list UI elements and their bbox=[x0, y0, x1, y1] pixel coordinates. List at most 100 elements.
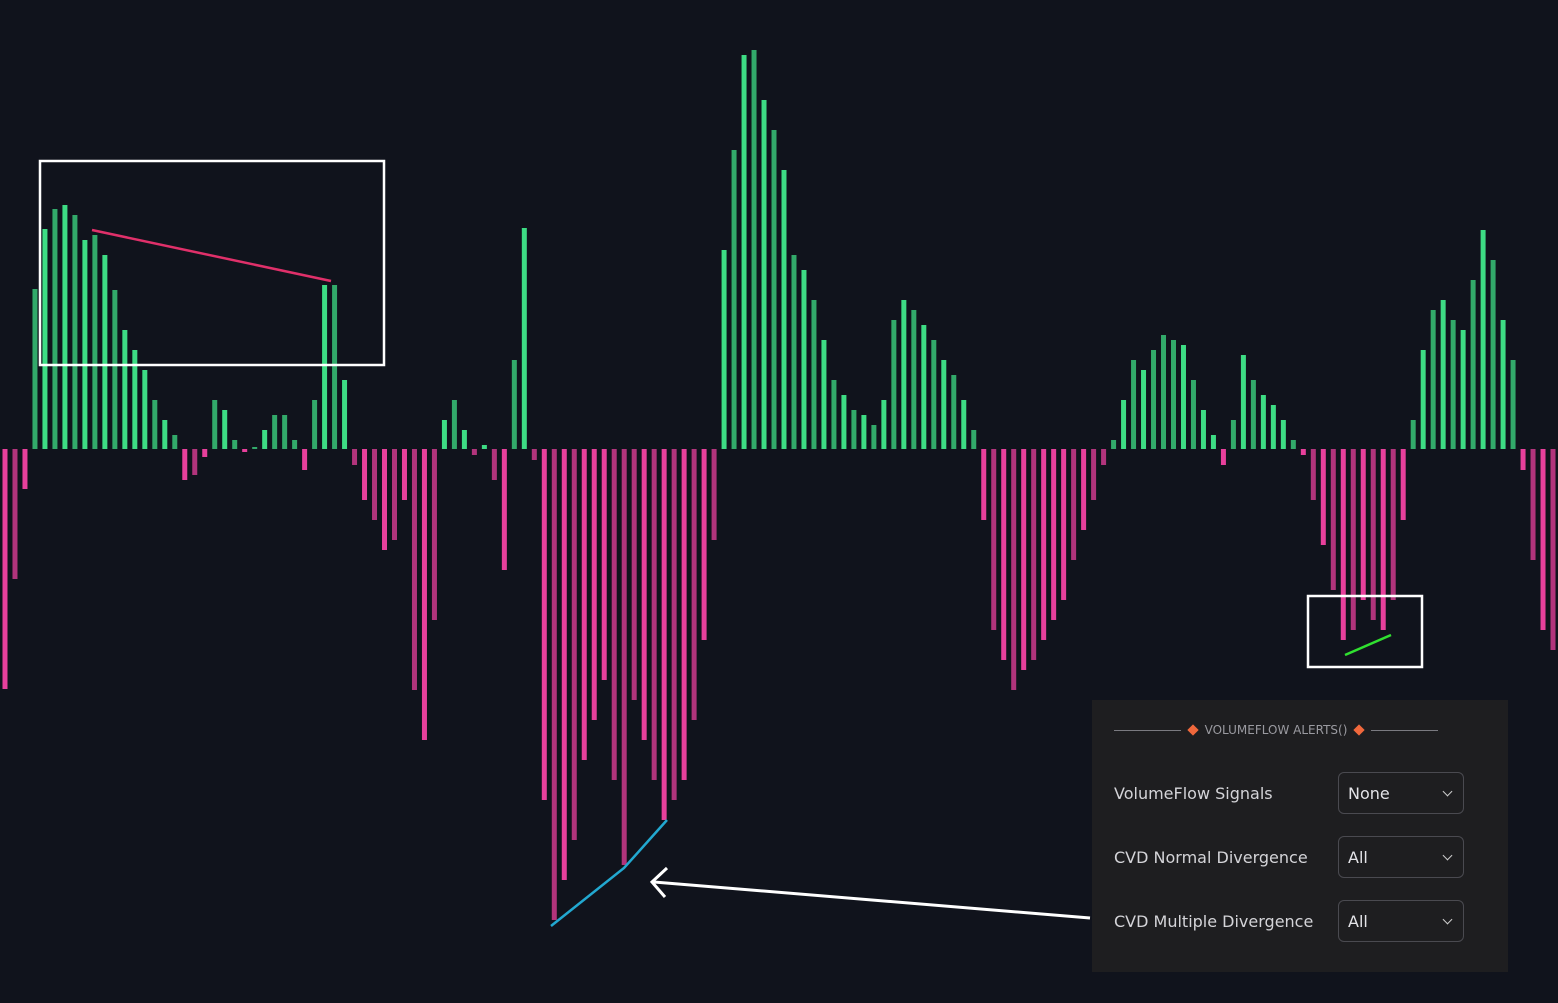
bar bbox=[42, 229, 48, 449]
bar bbox=[202, 449, 208, 457]
bar bbox=[951, 375, 957, 449]
bar bbox=[681, 449, 687, 780]
bar bbox=[32, 289, 38, 449]
bar bbox=[491, 449, 497, 480]
bar bbox=[411, 449, 417, 690]
bar bbox=[591, 449, 597, 720]
bar bbox=[272, 415, 278, 449]
bar bbox=[531, 449, 537, 460]
bar bbox=[292, 440, 298, 449]
bar bbox=[511, 360, 517, 449]
bar bbox=[1081, 449, 1087, 530]
bar bbox=[1051, 449, 1057, 620]
bar bbox=[721, 250, 727, 449]
bar bbox=[961, 400, 967, 449]
bar bbox=[521, 228, 527, 449]
bar bbox=[92, 235, 98, 449]
bar bbox=[1161, 335, 1167, 449]
bar bbox=[1141, 370, 1147, 449]
bar bbox=[1530, 449, 1536, 560]
bar bbox=[1250, 380, 1256, 449]
bar bbox=[401, 449, 407, 500]
bar bbox=[561, 449, 567, 880]
bar bbox=[771, 130, 777, 449]
bar bbox=[751, 50, 757, 449]
bar bbox=[611, 449, 617, 780]
bars bbox=[2, 50, 1556, 920]
bar bbox=[62, 205, 68, 449]
bar bbox=[1430, 310, 1436, 449]
bar bbox=[1390, 449, 1396, 600]
dropdown[interactable]: None bbox=[1338, 772, 1464, 814]
bar bbox=[142, 370, 148, 449]
bar bbox=[1510, 360, 1516, 449]
bar bbox=[1121, 400, 1127, 449]
bar bbox=[1091, 449, 1097, 500]
bar bbox=[731, 150, 737, 449]
settings-panel: VOLUMEFLOW ALERTS() VolumeFlow Signals N… bbox=[1092, 700, 1508, 972]
bar bbox=[1270, 405, 1276, 449]
bar bbox=[1500, 320, 1506, 449]
bar bbox=[1131, 360, 1137, 449]
bar bbox=[841, 395, 847, 449]
bar bbox=[362, 449, 368, 500]
bar bbox=[1071, 449, 1077, 560]
bar bbox=[551, 449, 557, 920]
bar bbox=[1450, 320, 1456, 449]
bar bbox=[1320, 449, 1326, 545]
bar bbox=[971, 430, 977, 449]
arrow bbox=[649, 866, 1091, 920]
bar bbox=[72, 215, 78, 449]
bar bbox=[621, 449, 627, 865]
bar bbox=[182, 449, 188, 480]
bar bbox=[1330, 449, 1336, 590]
bar bbox=[352, 449, 358, 465]
dropdown[interactable]: All bbox=[1338, 900, 1464, 942]
bar bbox=[112, 290, 118, 449]
bar bbox=[741, 55, 747, 449]
bar bbox=[451, 400, 457, 449]
bar bbox=[1380, 449, 1386, 630]
bar bbox=[641, 449, 647, 740]
bar bbox=[1440, 300, 1446, 449]
dropdown[interactable]: All bbox=[1338, 836, 1464, 878]
bar bbox=[711, 449, 717, 540]
bar bbox=[82, 240, 88, 449]
bar bbox=[1490, 260, 1496, 449]
bar bbox=[332, 285, 338, 449]
bar bbox=[671, 449, 677, 800]
bar bbox=[1021, 449, 1027, 670]
bar bbox=[1101, 449, 1107, 465]
bar bbox=[441, 420, 447, 449]
bar bbox=[421, 449, 427, 740]
bar bbox=[1061, 449, 1067, 600]
bar bbox=[811, 300, 817, 449]
bar bbox=[1200, 410, 1206, 449]
bar bbox=[1370, 449, 1376, 620]
bar bbox=[901, 300, 907, 449]
bar bbox=[801, 270, 807, 449]
bar bbox=[22, 449, 28, 489]
bar bbox=[941, 360, 947, 449]
bar bbox=[601, 449, 607, 680]
bar bbox=[791, 255, 797, 449]
bar bbox=[1260, 395, 1266, 449]
bar bbox=[1410, 420, 1416, 449]
bar bbox=[312, 400, 318, 449]
bar bbox=[1230, 420, 1236, 449]
bar bbox=[1041, 449, 1047, 640]
bar bbox=[821, 340, 827, 449]
bar bbox=[1001, 449, 1007, 660]
bar bbox=[1360, 449, 1366, 600]
bar bbox=[132, 350, 138, 449]
bar bbox=[1210, 435, 1216, 449]
bar bbox=[152, 400, 158, 449]
bar bbox=[1031, 449, 1037, 660]
bar bbox=[1190, 380, 1196, 449]
bar bbox=[1420, 350, 1426, 449]
bar bbox=[1550, 449, 1556, 650]
setting-row: CVD Normal Divergence All bbox=[1114, 836, 1466, 880]
bar bbox=[831, 380, 837, 449]
